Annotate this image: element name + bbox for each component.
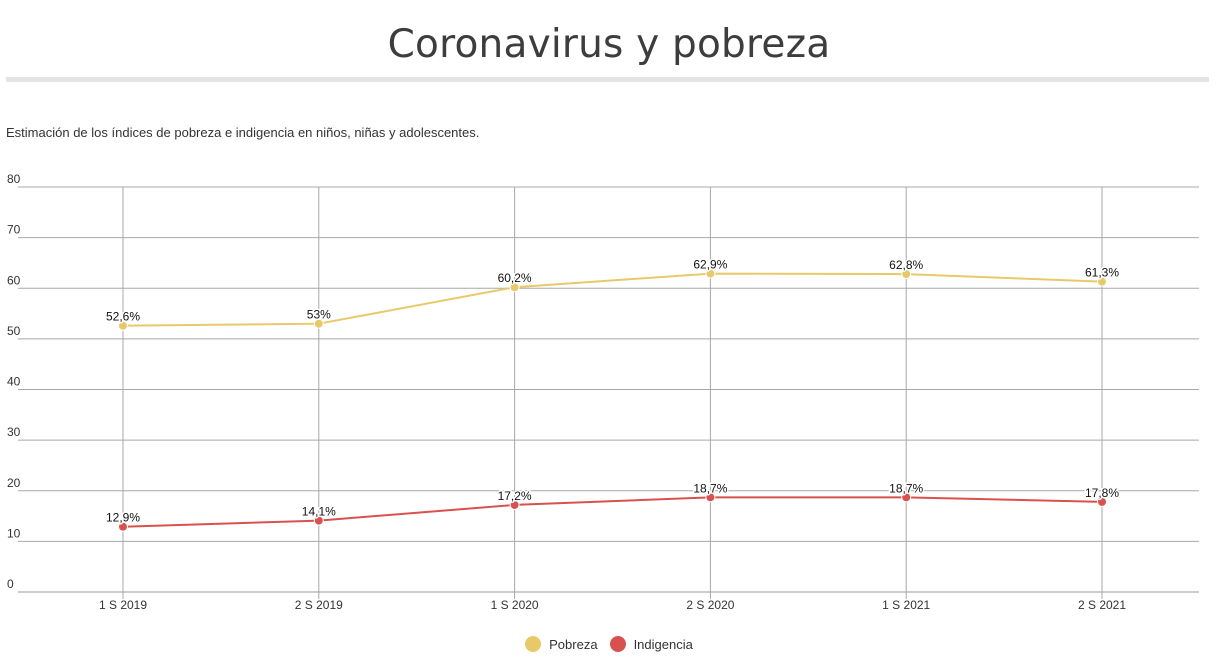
data-point-indigencia <box>118 521 128 532</box>
data-point-indigencia <box>313 515 324 526</box>
series-line-pobreza <box>122 272 1103 327</box>
chart-subtitle: Estimación de los índices de pobreza e i… <box>6 125 480 140</box>
data-point-pobreza <box>705 268 716 279</box>
data-label-indigencia: 17,2% <box>498 489 532 503</box>
x-tick-label: 2 S 2019 <box>295 598 343 612</box>
data-label-pobreza: 60,2% <box>498 271 532 285</box>
data-label-indigencia: 18,7% <box>889 481 923 495</box>
y-tick-label: 80 <box>7 172 21 186</box>
y-tick-label: 10 <box>7 526 21 540</box>
y-tick-label: 70 <box>7 223 21 237</box>
data-label-pobreza: 52,6% <box>106 310 140 324</box>
legend-label: Pobreza <box>549 636 598 652</box>
y-tick-label: 20 <box>7 476 21 490</box>
data-label-pobreza: 62,9% <box>693 258 727 272</box>
data-point-indigencia <box>901 492 912 503</box>
title-divider <box>6 77 1209 82</box>
x-tick-label: 2 S 2020 <box>686 598 734 612</box>
data-label-indigencia: 17,8% <box>1085 486 1119 500</box>
x-tick-label: 1 S 2020 <box>491 598 539 612</box>
legend-label: Indigencia <box>633 636 693 652</box>
y-tick-label: 60 <box>7 273 21 287</box>
x-tick-label: 2 S 2021 <box>1078 598 1126 612</box>
x-tick-label: 1 S 2021 <box>882 598 930 612</box>
data-label-pobreza: 61,3% <box>1085 266 1119 280</box>
data-point-pobreza <box>313 318 324 329</box>
legend-item-pobreza[interactable]: Pobreza <box>525 636 598 652</box>
y-tick-label: 0 <box>7 577 14 591</box>
data-label-pobreza: 53% <box>307 308 331 322</box>
legend-swatch <box>609 636 626 652</box>
data-point-pobreza <box>901 269 912 280</box>
y-tick-label: 40 <box>7 375 21 389</box>
legend-swatch <box>525 636 542 652</box>
data-point-indigencia <box>705 492 716 503</box>
y-tick-label: 50 <box>7 324 21 338</box>
x-tick-label: 1 S 2019 <box>99 598 147 612</box>
series-line-indigencia <box>122 496 1103 528</box>
data-point-pobreza <box>118 320 128 331</box>
y-tick-label: 30 <box>7 425 21 439</box>
data-point-indigencia <box>1097 496 1107 507</box>
data-label-pobreza: 62,8% <box>889 258 923 272</box>
chart-title: Coronavirus y pobreza <box>387 22 831 67</box>
data-label-indigencia: 12,9% <box>106 511 140 525</box>
data-label-indigencia: 18,7% <box>693 481 727 495</box>
chart-legend: Pobreza Indigencia <box>0 636 1218 652</box>
data-point-pobreza <box>1097 276 1107 287</box>
data-point-indigencia <box>509 499 520 510</box>
legend-item-indigencia[interactable]: Indigencia <box>609 636 693 652</box>
data-point-pobreza <box>509 282 520 293</box>
data-label-indigencia: 14,1% <box>302 505 336 519</box>
